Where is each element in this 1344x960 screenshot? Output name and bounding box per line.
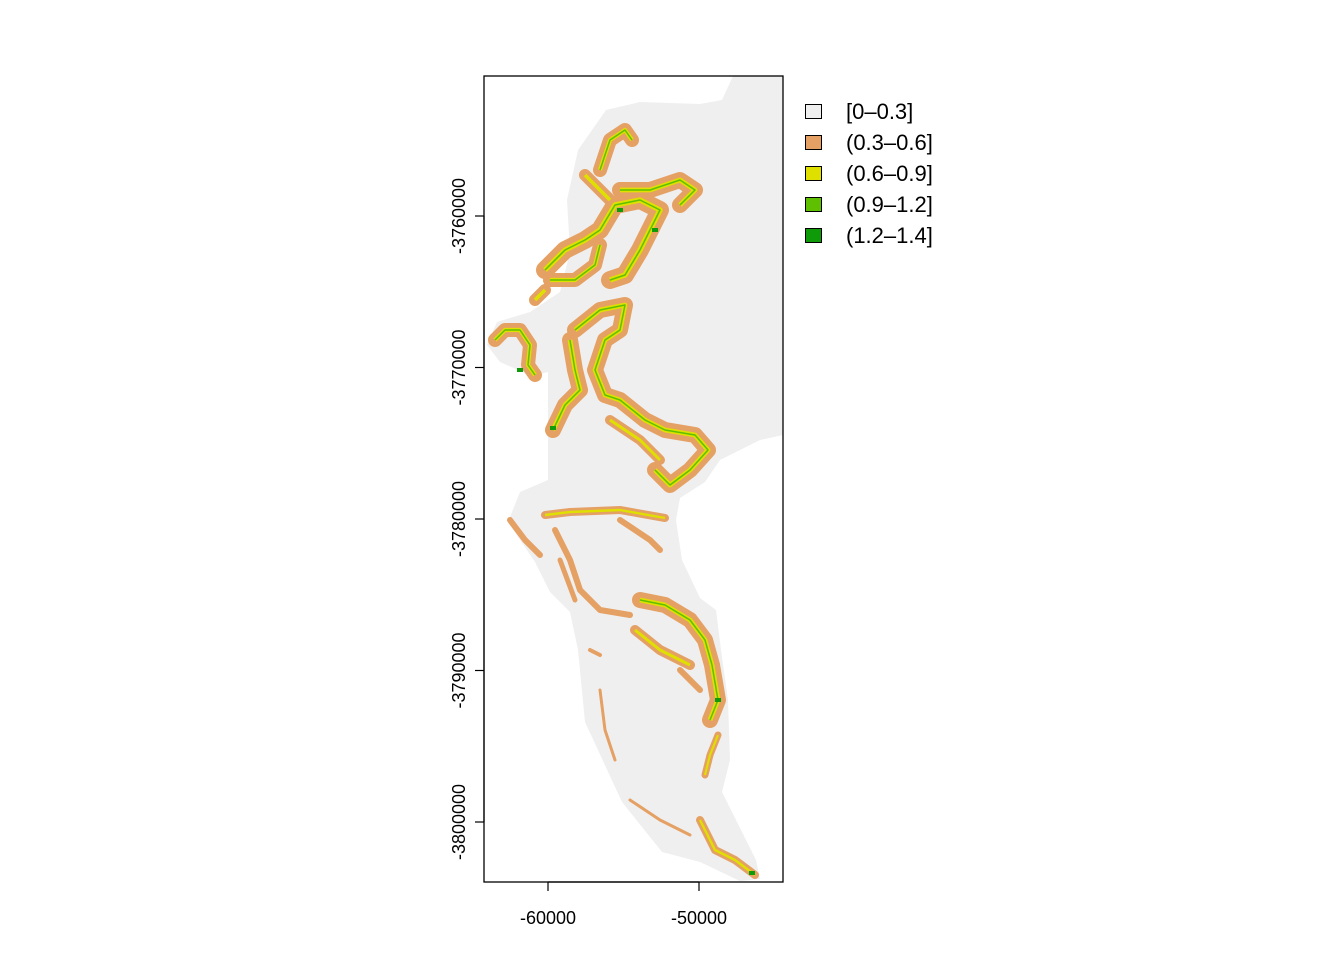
class-1-2-1-4-patch bbox=[715, 698, 721, 702]
class-1-2-1-4-patch bbox=[617, 208, 623, 212]
class-0-3-0-6-patch bbox=[552, 527, 633, 618]
y-tick-label: -3780000 bbox=[449, 481, 469, 557]
class-0-3-0-6-patch bbox=[588, 648, 602, 657]
class-0-3-0-6-patch bbox=[628, 798, 692, 837]
x-axis: -60000 -50000 bbox=[520, 881, 727, 928]
legend-swatch bbox=[805, 228, 822, 243]
y-tick-label: -3770000 bbox=[449, 329, 469, 405]
x-tick-label: -50000 bbox=[671, 908, 727, 928]
legend-swatch bbox=[805, 197, 822, 212]
class-0-6-0-9-patch bbox=[533, 288, 547, 302]
legend-item: (1.2–1.4] bbox=[805, 220, 933, 251]
class-0-6-0-9-patch bbox=[698, 819, 756, 876]
y-tick-label: -3790000 bbox=[449, 632, 469, 708]
legend-label: [0–0.3] bbox=[846, 98, 914, 124]
class-0-3-0-6-patch bbox=[598, 688, 617, 762]
class-0-6-0-9-patch bbox=[609, 418, 662, 462]
legend-swatch bbox=[805, 166, 822, 181]
legend-item: (0.6–0.9] bbox=[805, 158, 933, 189]
legend-item: [0–0.3] bbox=[805, 96, 933, 127]
class-0-9-1-2-patch bbox=[574, 304, 709, 486]
class-0-3-0-6-patch bbox=[557, 557, 578, 603]
class-0-9-1-2-patch bbox=[599, 129, 633, 171]
y-tick-label: -3760000 bbox=[449, 178, 469, 254]
class-0-3-0-6-patch bbox=[507, 517, 543, 558]
x-tick-label: -60000 bbox=[520, 908, 576, 928]
class-1-2-1-4-patch bbox=[749, 871, 755, 875]
class-0-9-1-2-patch bbox=[550, 244, 601, 281]
legend-swatch bbox=[805, 135, 822, 150]
y-tick-label: -3800000 bbox=[449, 784, 469, 860]
legend-label: (0.3–0.6] bbox=[846, 129, 933, 155]
y-axis: -3760000 -3770000 -3780000 -3790000 -3800000 bbox=[449, 178, 485, 860]
class-0-6-0-9-patch bbox=[583, 173, 612, 202]
class-0-3-0-6-patch bbox=[617, 517, 663, 553]
class-1-2-1-4-patch bbox=[550, 426, 556, 430]
class-0-9-1-2-patch bbox=[620, 179, 696, 206]
class-0-9-1-2-patch bbox=[544, 199, 661, 281]
legend-item: (0.3–0.6] bbox=[805, 127, 933, 158]
class-0-3-0-6-patch bbox=[677, 667, 703, 693]
class-0-6-0-9-patch bbox=[634, 628, 691, 667]
class-0-6-0-9-patch bbox=[703, 734, 719, 776]
legend-label: (0.6–0.9] bbox=[846, 160, 933, 186]
class-1-2-1-4-patch bbox=[517, 368, 523, 372]
legend-label: (1.2–1.4] bbox=[846, 222, 933, 248]
class-1-2-1-4-patch bbox=[652, 228, 658, 232]
legend-swatch bbox=[805, 104, 822, 119]
legend: [0–0.3] (0.3–0.6] (0.6–0.9] (0.9–1.2] (1… bbox=[805, 96, 933, 251]
legend-item: (0.9–1.2] bbox=[805, 189, 933, 220]
class-0-9-1-2-patch bbox=[552, 339, 581, 431]
legend-label: (0.9–1.2] bbox=[846, 191, 933, 217]
class-0-6-0-9-patch bbox=[544, 508, 666, 520]
class-0-9-1-2-patch bbox=[494, 329, 536, 376]
raster-layer bbox=[487, 76, 783, 881]
